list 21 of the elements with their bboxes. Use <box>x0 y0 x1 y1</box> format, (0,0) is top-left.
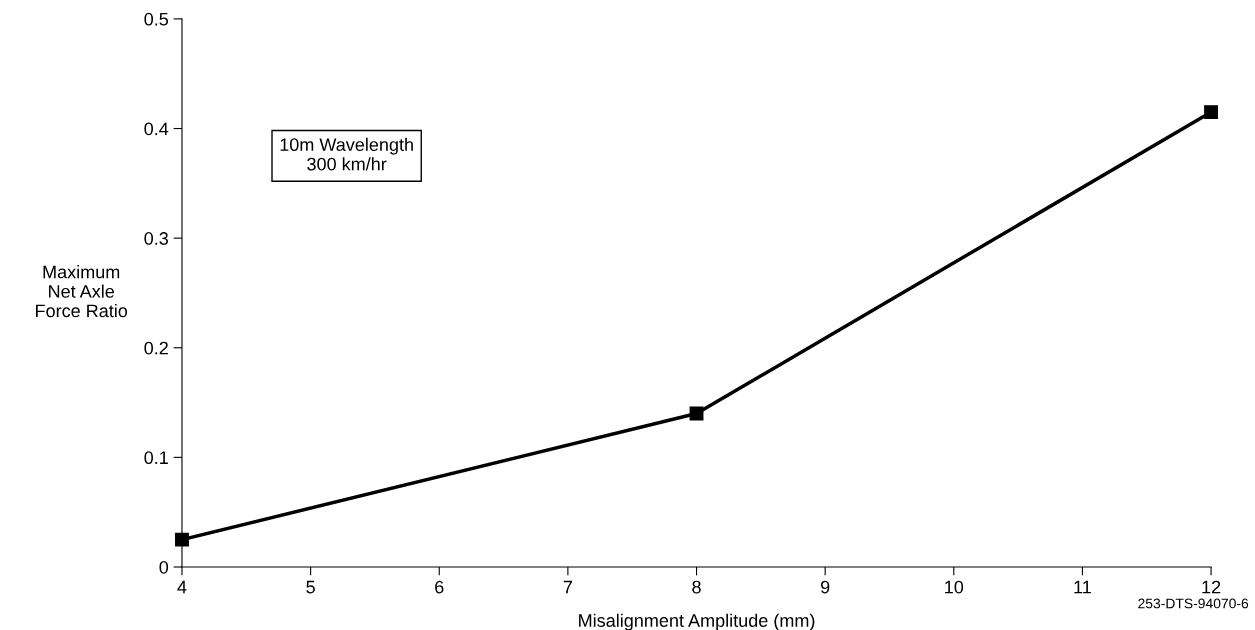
y-tick-label: 0.3 <box>144 232 168 245</box>
y-tick-label: 0.4 <box>144 122 169 136</box>
x-tick-label: 8 <box>692 580 701 594</box>
x-tick-label: 6 <box>435 580 444 594</box>
x-tick-label: 5 <box>306 580 315 594</box>
x-tick-label: 4 <box>177 580 187 594</box>
y-tick-label: 0 <box>159 560 169 574</box>
y-tick-label: 0.1 <box>144 451 168 465</box>
x-tick-label: 9 <box>820 580 830 594</box>
x-tick-label: 11 <box>1074 580 1091 594</box>
x-tick-label: 12 <box>1202 580 1221 594</box>
point <box>175 532 189 547</box>
annotation: 10m Wavelength 300 km/hr <box>280 137 413 171</box>
y-axis-title: Maximum Net Axle Force Ratio <box>36 265 128 318</box>
x-tick-label: 7 <box>563 580 572 594</box>
y-tick-label: 0.5 <box>144 12 169 26</box>
text: 253-DTS-94070-6 <box>1138 598 1249 609</box>
point <box>1204 105 1219 120</box>
y-tick-label: 0.2 <box>144 341 168 355</box>
x-axis-title: Misalignment Amplitude (mm) <box>579 613 815 630</box>
x-tick-label: 10 <box>945 580 964 594</box>
